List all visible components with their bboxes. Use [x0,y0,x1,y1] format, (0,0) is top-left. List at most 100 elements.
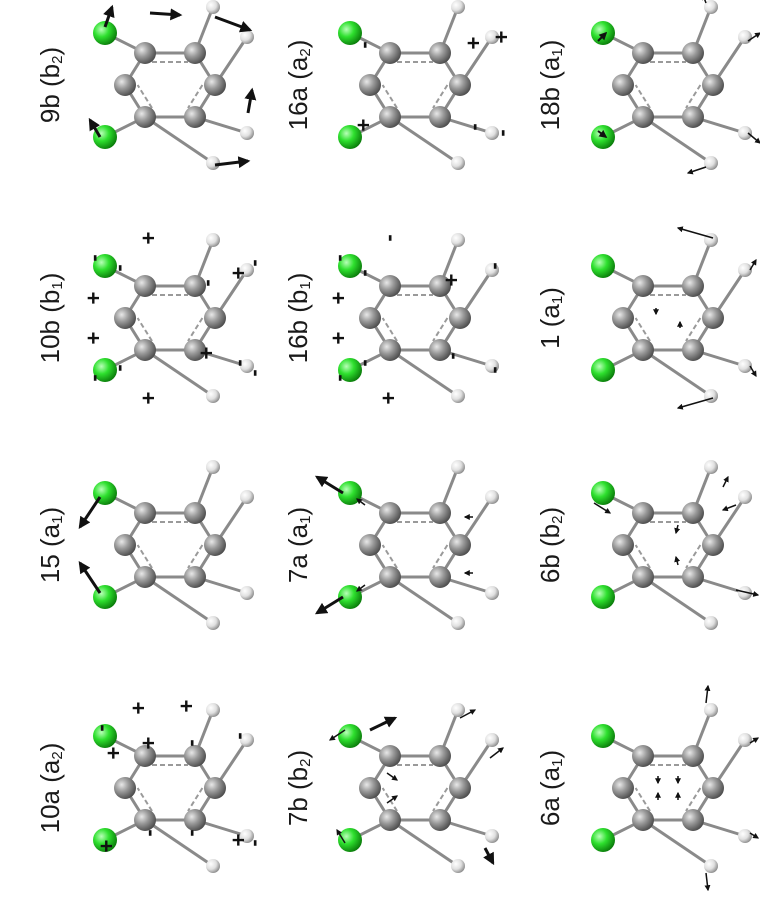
hydrogen-atom [485,359,499,373]
carbon-atom [632,745,654,767]
displacement-arrow-18b [597,129,608,138]
chlorine-atom [93,828,117,852]
carbon-atom [682,745,704,767]
hydrogen-atom [704,460,718,474]
carbon-atom [379,566,401,588]
chlorine-atom [591,481,615,505]
aromatic-bond [634,84,651,109]
hydrogen-atom [704,389,718,403]
mode-label-6a: 6a (a1) [535,750,566,826]
displacement-arrow-6a [749,832,760,839]
phase-sign-16b: - [376,234,401,241]
c-h-bond [144,818,214,868]
aromatic-bond [136,787,153,812]
chlorine-atom [338,724,362,748]
hydrogen-atom [704,156,718,170]
hydrogen-atom [206,389,220,403]
chlorine-atom [338,358,362,382]
carbon-atom [379,106,401,128]
chlorine-atom [338,125,362,149]
displacement-arrow-9b [103,4,115,28]
molecules-layer [93,0,752,873]
hydrogen-atom [485,829,499,843]
carbon-atom [134,502,156,524]
phase-sign-10a: - [241,839,266,846]
displacement-arrow-15 [78,496,102,529]
phase-sign-10a: + [226,834,251,847]
phase-sign-16a: - [489,129,514,136]
hydrogen-atom [738,359,752,373]
carbon-atom [429,502,451,524]
carbon-atom [184,42,206,64]
hydrogen-atom [485,586,499,600]
carbon-atom [682,42,704,64]
molecule-10a [93,703,254,873]
aromatic-bond [634,317,651,342]
chlorine-atom [93,358,117,382]
carbon-atom [449,74,471,96]
carbon-atom [379,42,401,64]
hydrogen-atom [206,703,220,717]
hydrogen-atom [738,126,752,140]
phase-sign-10b: + [136,392,161,405]
carbon-atom [449,307,471,329]
carbon-atom [702,534,724,556]
carbon-atom [702,777,724,799]
phase-sign-16b: - [439,352,464,359]
chlorine-atom [338,21,362,45]
aromatic-bond [187,317,204,342]
carbon-atom [429,275,451,297]
phase-sign-16a: - [461,123,486,130]
displacement-arrow-7a [356,584,366,592]
c-h-bond [144,115,214,165]
carbon-atom [114,307,136,329]
aromatic-bond [432,787,449,812]
molecule-6b [591,460,752,630]
carbon-atom [184,502,206,524]
hydrogen-atom [704,703,718,717]
aromatic-bond [381,787,398,812]
hydrogen-atom [451,460,465,474]
chlorine-atom [591,724,615,748]
mode-label-15: 15 (a1) [35,507,66,583]
carbon-atom [184,275,206,297]
aromatic-bond [136,84,153,109]
displacement-arrow-1 [749,258,757,271]
hydrogen-atom [240,490,254,504]
displacement-arrow-7b [386,772,398,781]
hydrogen-atom [451,859,465,873]
hydrogen-atom [240,733,254,747]
hydrogen-atom [206,460,220,474]
carbon-atom [359,74,381,96]
aromatic-bond [685,544,702,569]
molecule-9b [93,0,254,170]
carbon-atom [379,275,401,297]
hydrogen-atom [451,389,465,403]
displacement-arrow-6a [704,872,711,892]
aromatic-bond [381,544,398,569]
carbon-atom [204,74,226,96]
carbon-atom [632,275,654,297]
aromatic-bond [432,544,449,569]
hydrogen-atom [240,126,254,140]
phase-sign-10b: - [226,359,251,366]
phase-sign-10a: + [126,702,151,715]
hydrogen-atom [738,30,752,44]
carbon-atom [429,566,451,588]
displacement-arrow-7a [356,498,366,506]
carbon-atom [184,745,206,767]
hydrogen-atom [451,233,465,247]
chlorine-atom [93,724,117,748]
c-h-bond [389,115,459,165]
carbon-atom [134,42,156,64]
molecule-1 [591,233,752,403]
carbon-atom [632,339,654,361]
hydrogen-atom [738,490,752,504]
phase-sign-16b: + [439,274,464,287]
aromatic-bond [136,544,153,569]
aromatic-bond [685,317,702,342]
carbon-atom [204,777,226,799]
hydrogen-atom [704,859,718,873]
aromatic-bond [381,317,398,342]
displacement-arrow-9b [214,156,251,169]
